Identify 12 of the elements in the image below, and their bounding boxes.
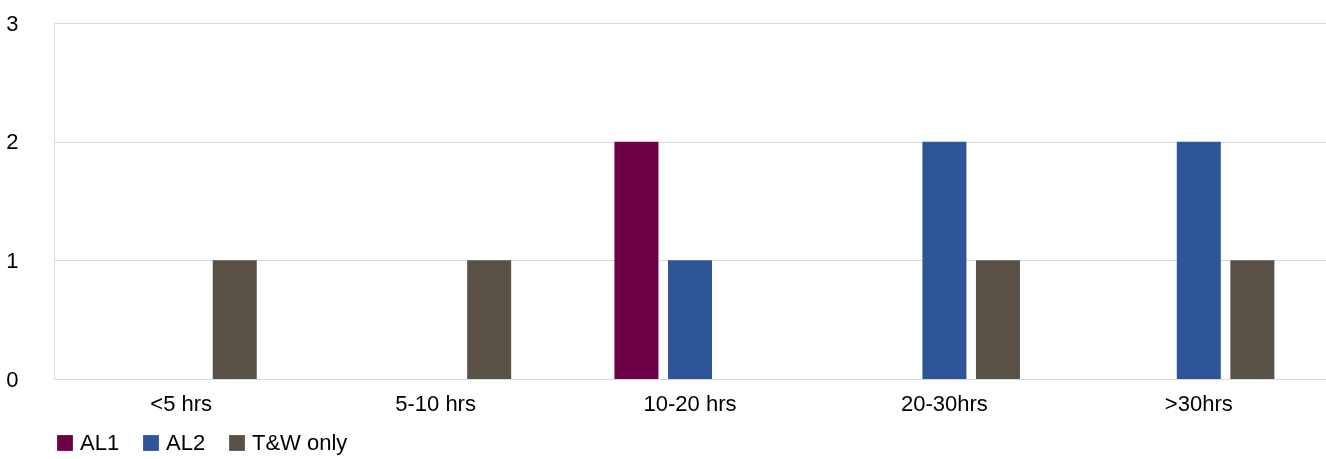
y-tick-label: 0 bbox=[6, 366, 19, 392]
y-tick-label: 3 bbox=[6, 10, 19, 36]
legend-label: AL2 bbox=[166, 430, 206, 455]
x-tick-label: 10-20 hrs bbox=[643, 390, 737, 416]
x-tick-label: 20-30hrs bbox=[900, 390, 988, 416]
x-tick-label: 5-10 hrs bbox=[395, 390, 476, 416]
legend-label: AL1 bbox=[80, 430, 120, 455]
x-tick-label: <5 hrs bbox=[150, 390, 213, 416]
x-tick-label: >30hrs bbox=[1164, 390, 1233, 416]
legend-label: T&W only bbox=[252, 430, 348, 455]
y-tick-label: 1 bbox=[6, 247, 19, 273]
y-tick-label: 2 bbox=[6, 129, 19, 155]
